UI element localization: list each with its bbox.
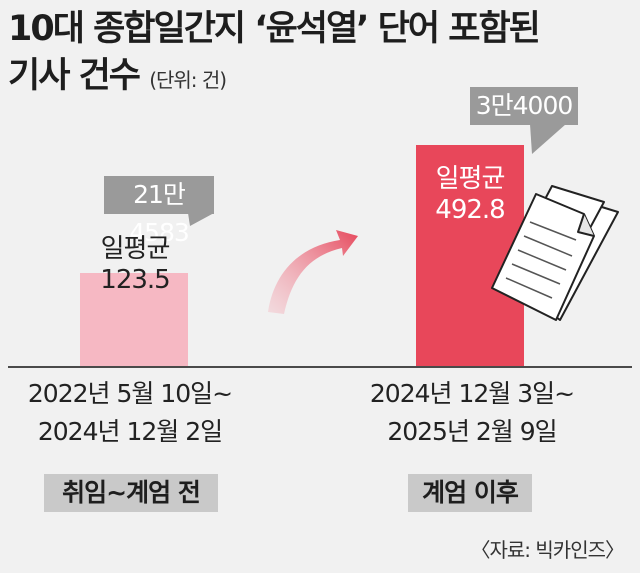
chart-title: 10대 종합일간지 ‘윤석열’ 단어 포함된 기사 건수 (단위: 건): [8, 6, 541, 104]
title-line-2: 기사 건수 (단위: 건): [8, 53, 539, 104]
callout-pointer-2: [530, 124, 566, 154]
source-note: 〈자료: 빅카인즈〉: [470, 538, 625, 562]
period-end: 2025년 2월 9일: [387, 417, 557, 446]
period-end: 2024년 12월 2일: [37, 417, 223, 446]
callout-pointer-1: [188, 213, 214, 226]
category-tag-after: 계엄 이후: [408, 474, 532, 512]
increase-arrow-icon: [268, 230, 358, 314]
bar-label-after: 일평균 492.8: [416, 164, 524, 226]
period-start: 2024년 12월 3일~: [369, 379, 575, 408]
title-line-1: 10대 종합일간지 ‘윤석열’ 단어 포함된: [8, 9, 541, 49]
period-before: 2022년 5월 10일~ 2024년 12월 2일: [20, 378, 240, 448]
bar-value-label: 123.5: [100, 265, 170, 295]
bar-before-martial-law: [80, 273, 188, 367]
category-tag-before: 취임~계엄 전: [44, 474, 218, 512]
daily-average-label: 일평균: [100, 234, 171, 264]
bar-value-label: 492.8: [435, 195, 505, 225]
total-callout-after: 3만4000: [470, 87, 578, 125]
total-callout-before: 21만4583: [104, 176, 214, 247]
period-start: 2022년 5월 10일~: [27, 379, 233, 408]
daily-average-label: 일평균: [435, 164, 506, 194]
title-main-text: 기사 건수: [8, 56, 141, 96]
document-icon: [491, 185, 619, 321]
unit-label: (단위: 건): [149, 68, 227, 92]
period-after: 2024년 12월 3일~ 2025년 2월 9일: [362, 378, 582, 448]
bar-label-before: 일평균 123.5: [80, 234, 190, 296]
